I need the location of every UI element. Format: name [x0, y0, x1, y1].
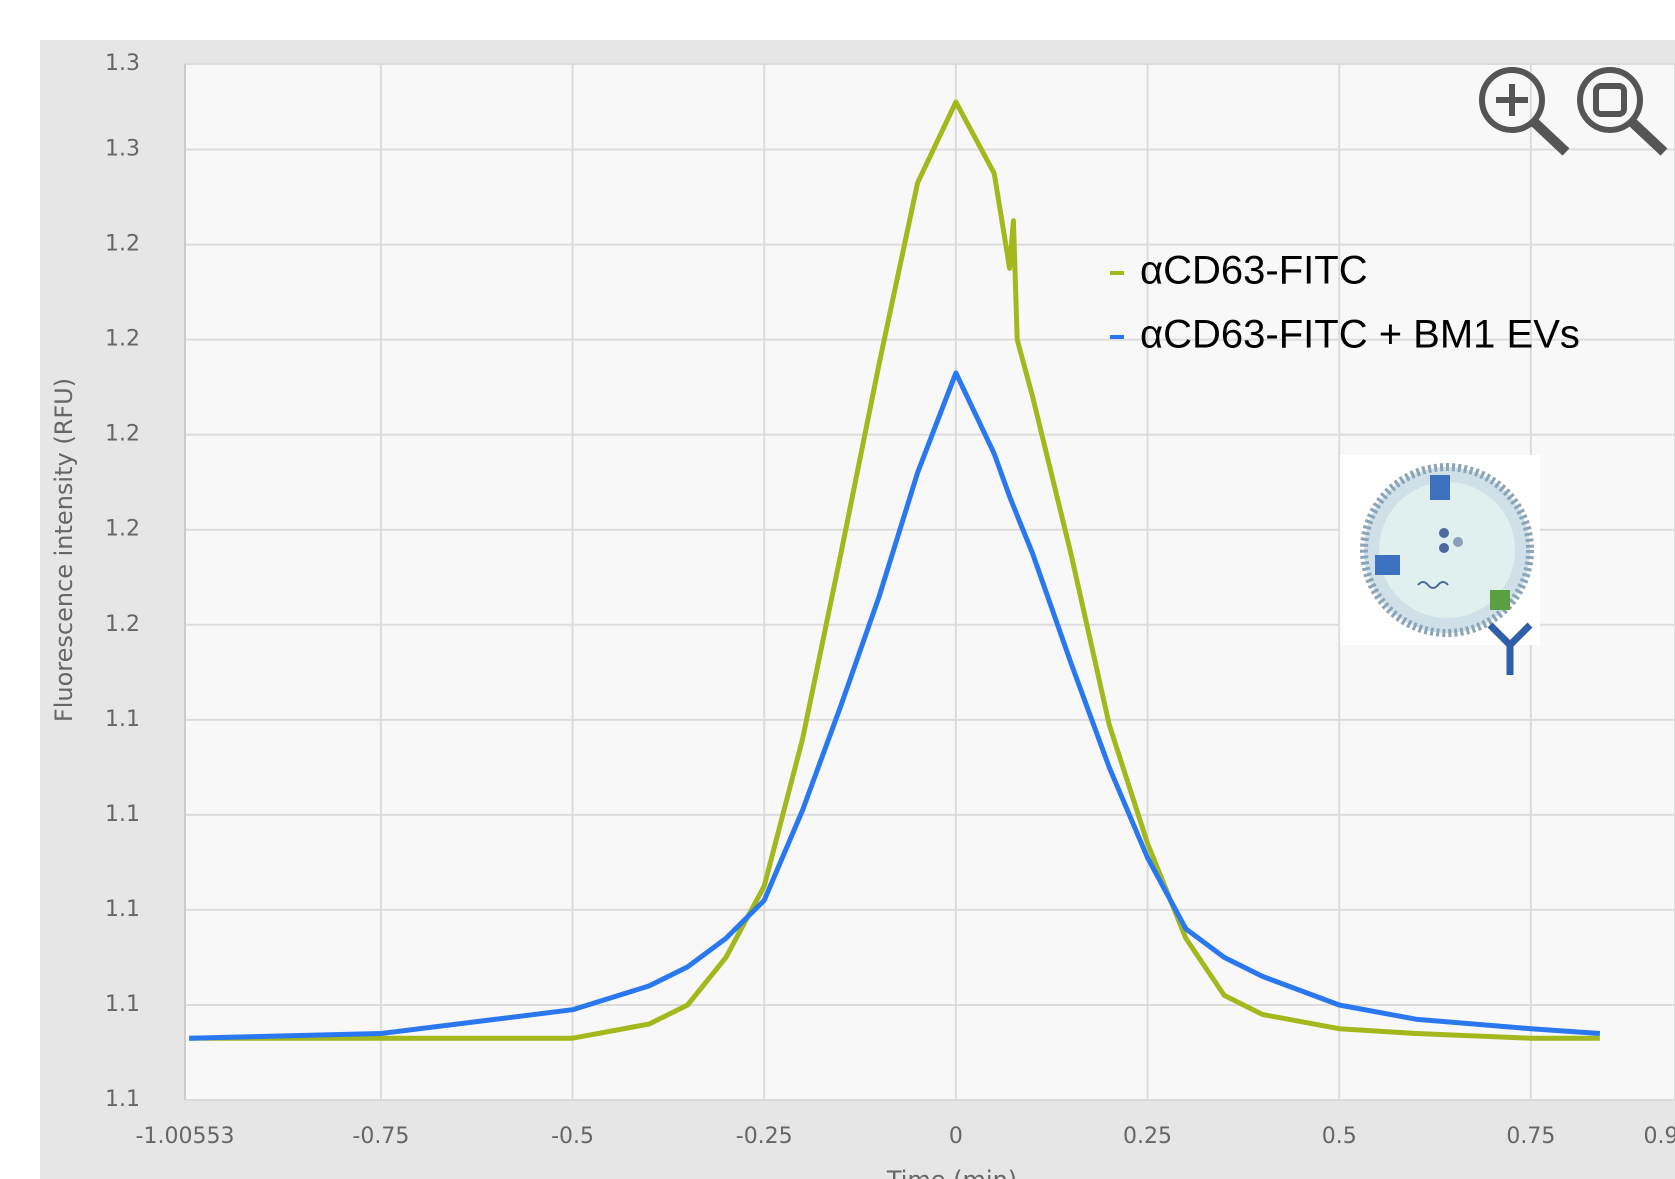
y-tick-label: 1.1 [105, 897, 140, 922]
legend-label: αCD63-FITC + BM1 EVs [1140, 313, 1580, 357]
x-tick-label: 0.25 [1123, 1124, 1172, 1149]
y-axis-label: Fluorescence intensity (RFU) [50, 378, 78, 722]
legend-label: αCD63-FITC [1140, 249, 1368, 293]
y-tick-label: 1.3 [105, 51, 140, 76]
y-tick-label: 1.2 [105, 422, 140, 447]
y-tick-label: 1.1 [105, 1087, 140, 1112]
chart: Fluorescence intensity (RFU) Time (min) … [0, 0, 1675, 1179]
x-axis-label: Time (min) [886, 1166, 1017, 1179]
x-tick-label: 0.5 [1322, 1124, 1357, 1149]
x-tick-label: 0.75 [1506, 1124, 1555, 1149]
y-tick-label: 1.2 [105, 612, 140, 637]
y-tick-label: 1.2 [105, 517, 140, 542]
y-tick-label: 1.1 [105, 802, 140, 827]
y-tick-label: 1.2 [105, 232, 140, 257]
y-tick-label: 1.1 [105, 992, 140, 1017]
y-tick-label: 1.3 [105, 137, 140, 162]
x-tick-label: 0.938 [1644, 1124, 1675, 1149]
ev-illustration [1340, 455, 1540, 675]
x-tick-label: -0.25 [736, 1124, 793, 1149]
x-tick-label: 0 [949, 1124, 963, 1149]
y-tick-label: 1.1 [105, 707, 140, 732]
y-tick-label: 1.2 [105, 327, 140, 352]
x-tick-label: -0.75 [352, 1124, 409, 1149]
x-tick-label: -0.5 [551, 1124, 594, 1149]
x-tick-label: -1.00553 [136, 1124, 235, 1149]
